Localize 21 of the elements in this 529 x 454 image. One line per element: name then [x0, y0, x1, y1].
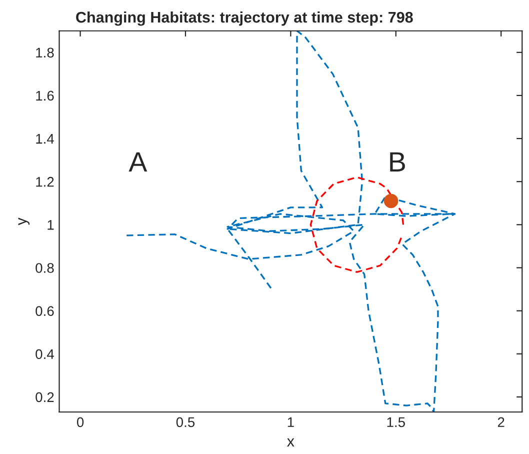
y-tick-label: 1.4 [36, 134, 54, 144]
y-tick-label: 1.2 [36, 176, 54, 187]
x-tick-label: 1.5 [387, 417, 405, 428]
y-tick-label: 0.8 [36, 263, 54, 273]
line-series [310, 176, 404, 273]
x-tick-label: 1 [288, 417, 294, 427]
y-tick-label: 1.8 [36, 48, 54, 58]
x-tick-label: 0.5 [176, 417, 195, 428]
y-tick-label: 0.6 [36, 306, 54, 316]
chart-title: Changing Habitats: trajectory at time step: 798 [76, 11, 413, 26]
y-tick-label: 1 [48, 220, 54, 230]
x-tick-label: 2 [498, 417, 504, 427]
y-axis-title: y [18, 218, 30, 226]
y-tick-label: 0.2 [36, 392, 54, 402]
x-axis-title: x [287, 438, 294, 446]
annotation: A [128, 152, 148, 172]
annotation: B [390, 152, 405, 172]
y-tick-label: 1.6 [36, 90, 54, 101]
y-tick-label: 0.4 [36, 349, 54, 360]
x-tick-label: 0 [76, 417, 84, 428]
line-series [126, 30, 456, 412]
